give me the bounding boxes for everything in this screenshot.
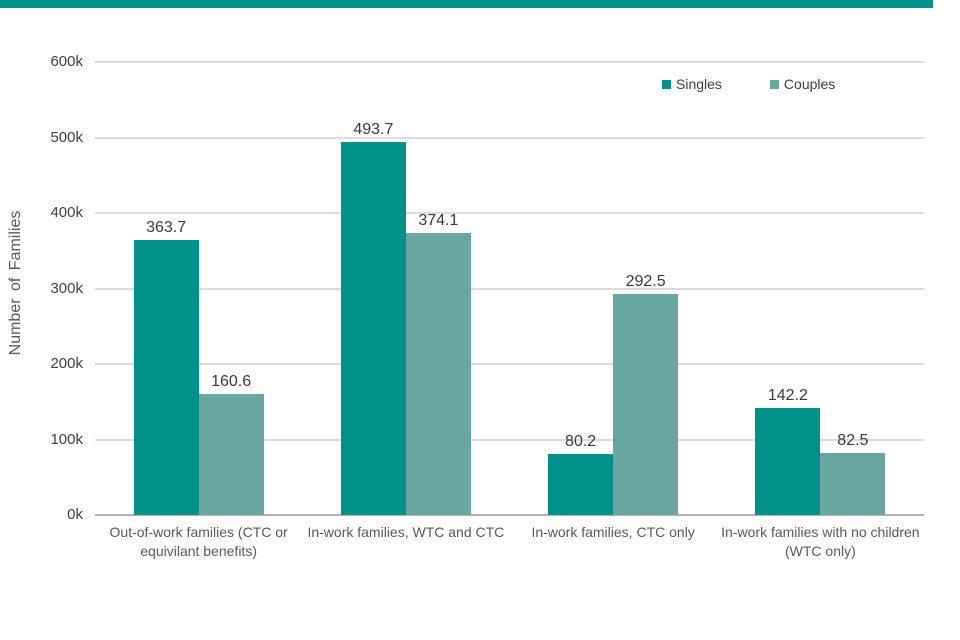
y-tick-label: 400k (50, 204, 83, 221)
y-tick-label: 100k (50, 430, 83, 448)
y-axis-title: Number of Families (7, 210, 24, 356)
bar-value-label: 292.5 (625, 273, 666, 291)
x-category-label: In-work families with no children (WTC o… (721, 524, 920, 559)
legend-swatch-icon (769, 79, 779, 89)
bar-value-label: 80.2 (565, 433, 597, 451)
gridline (95, 438, 924, 441)
y-tick-label: 300k (50, 279, 83, 297)
bar-value-label: 493.7 (353, 121, 394, 139)
bar-value-label: 363.7 (146, 219, 187, 237)
legend-label: Singles (676, 76, 722, 92)
x-category-label: In-work families, CTC only (531, 524, 695, 540)
bar-couples (198, 393, 264, 515)
bar-value-label: 142.2 (767, 386, 808, 404)
bar-couples (613, 294, 679, 515)
legend-item-singles: Singles (662, 75, 722, 93)
bar-singles (548, 454, 614, 515)
x-category-label: Out-of-work families (CTC or equivilant … (109, 524, 288, 559)
legend: Singles Couples (662, 75, 835, 93)
legend-item-couples: Couples (769, 75, 836, 93)
legend-swatch-icon (662, 79, 671, 89)
gridline (95, 61, 924, 63)
x-axis-baseline (95, 514, 924, 516)
y-tick-label: 500k (50, 128, 83, 146)
legend-label: Couples (783, 76, 836, 92)
bar-value-label: 374.1 (418, 211, 459, 229)
bar-singles (133, 240, 199, 515)
bar-singles (340, 142, 406, 515)
gridline (95, 136, 924, 139)
gridline (95, 212, 924, 214)
gridline (95, 363, 924, 365)
gridline (95, 287, 924, 290)
y-tick-label: 0k (67, 506, 83, 523)
bar-couples (405, 232, 471, 515)
bar-couples (820, 452, 886, 515)
bar-value-label: 82.5 (837, 431, 869, 449)
bar-singles (755, 407, 821, 515)
x-category-label: In-work families, WTC and CTC (307, 524, 505, 540)
top-accent-bar (0, 0, 933, 8)
y-tick-label: 600k (50, 53, 83, 70)
y-tick-label: 200k (50, 355, 83, 372)
bar-value-label: 160.6 (211, 372, 252, 390)
